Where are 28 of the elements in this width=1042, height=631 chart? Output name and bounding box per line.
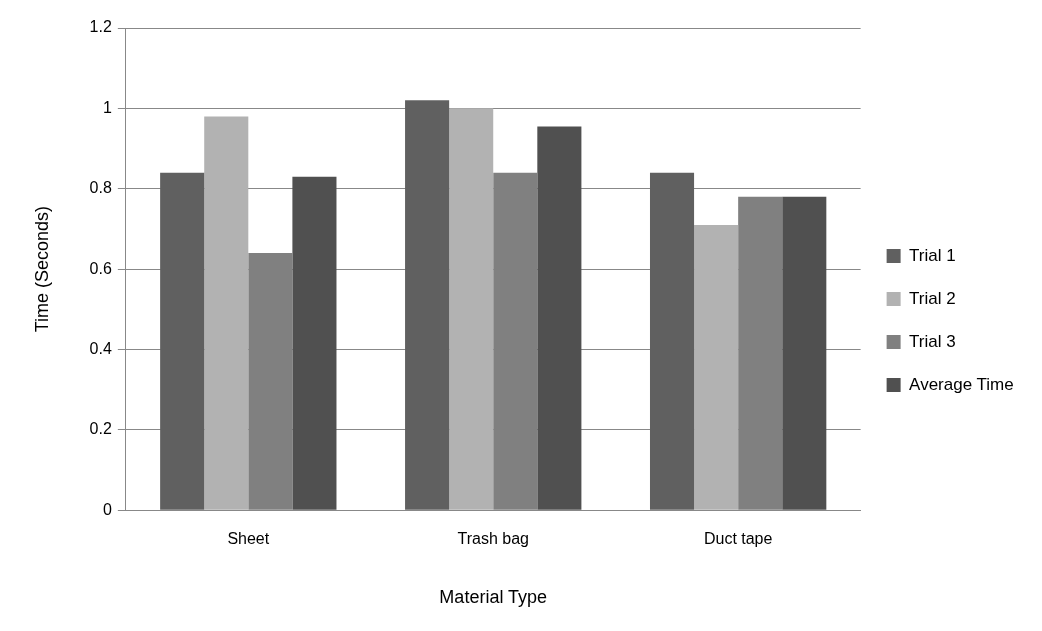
bar — [782, 196, 827, 510]
x-tick-label: Trash bag — [457, 530, 529, 548]
bar — [738, 196, 783, 510]
y-tick-label: 1 — [102, 98, 112, 116]
y-tick-label: 0.2 — [89, 420, 112, 438]
bar — [649, 172, 695, 510]
bar — [160, 172, 205, 510]
bar — [248, 253, 293, 510]
x-tick-label: Duct tape — [703, 530, 773, 548]
x-axis-title: Material Type — [439, 587, 548, 608]
x-tick-label: Sheet — [227, 530, 270, 548]
legend-label: Trial 1 — [909, 245, 956, 265]
bar — [292, 176, 337, 510]
y-tick-label: 0.8 — [89, 179, 112, 197]
legend-label: Trial 3 — [909, 331, 956, 351]
legend-label: Trial 2 — [909, 288, 956, 308]
bar — [405, 100, 450, 510]
y-tick-label: 0 — [102, 500, 112, 518]
bar — [493, 172, 538, 510]
bar — [694, 224, 739, 510]
bar — [449, 108, 494, 510]
y-tick-label: 0.4 — [89, 339, 112, 357]
bar — [204, 116, 249, 510]
y-axis-title: Time (Seconds) — [31, 205, 52, 333]
y-tick-label: 1.2 — [89, 18, 112, 36]
bar — [537, 126, 582, 510]
legend-label: Average Time — [909, 374, 1014, 394]
y-tick-label: 0.6 — [89, 259, 112, 277]
